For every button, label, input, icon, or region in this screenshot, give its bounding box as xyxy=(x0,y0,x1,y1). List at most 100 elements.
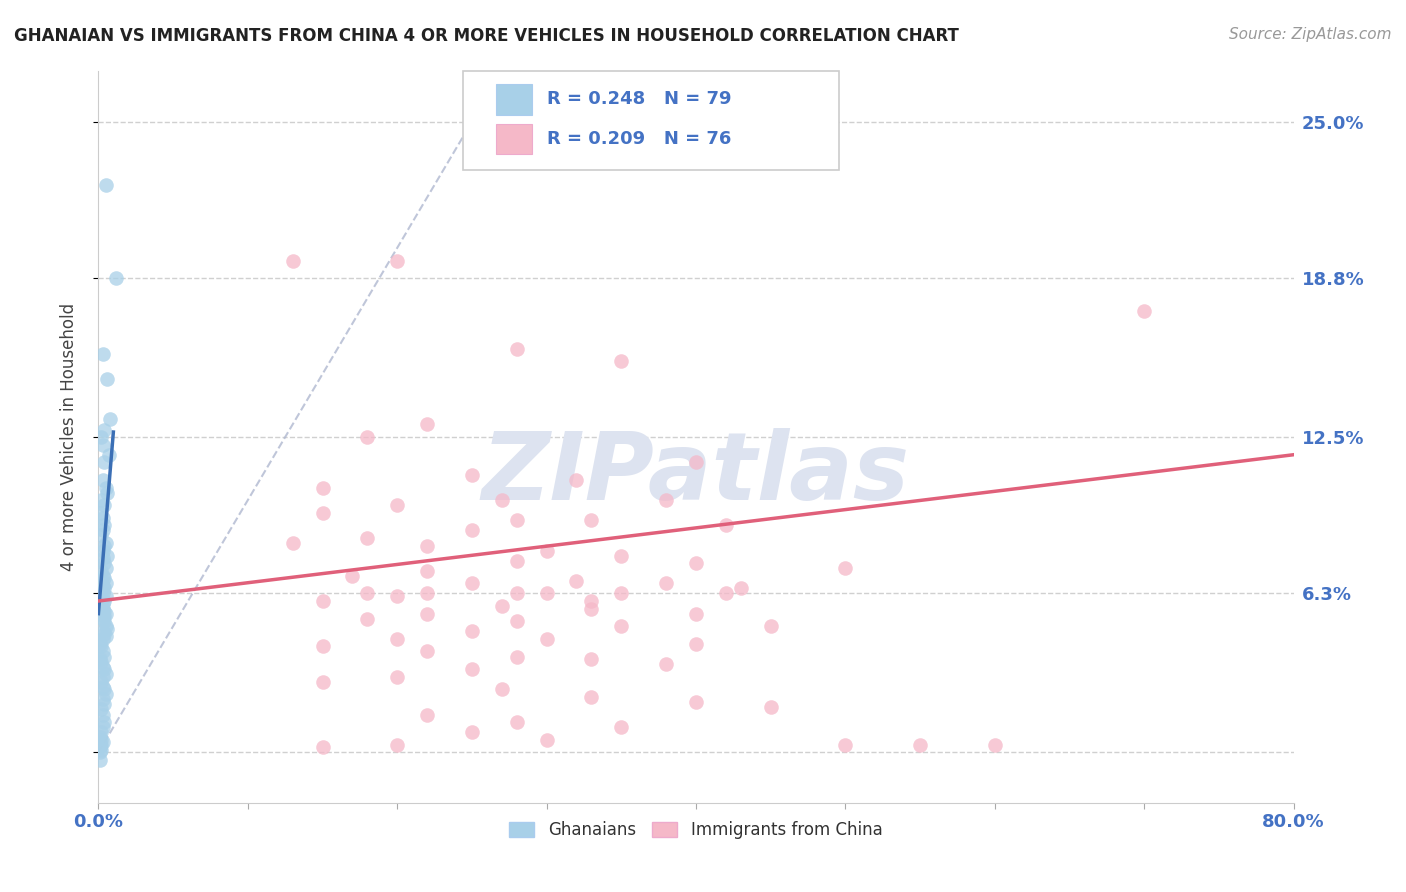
Point xyxy=(94,687,117,701)
Point xyxy=(93,614,115,628)
Point xyxy=(311,640,333,654)
Point xyxy=(89,753,111,767)
Point xyxy=(491,599,513,613)
Point xyxy=(97,448,120,462)
Point xyxy=(610,354,633,368)
Point xyxy=(98,412,122,426)
Point xyxy=(461,662,484,676)
Point xyxy=(89,740,111,755)
Point xyxy=(356,612,378,626)
Point xyxy=(90,725,112,739)
Point xyxy=(416,707,439,722)
Point xyxy=(91,597,114,611)
Point xyxy=(93,649,115,664)
Point xyxy=(93,582,115,596)
Point xyxy=(685,556,707,570)
Point xyxy=(506,554,529,568)
Point xyxy=(93,662,115,676)
Point xyxy=(90,738,112,752)
Point xyxy=(96,372,118,386)
Point xyxy=(90,674,112,689)
Point xyxy=(416,607,439,621)
Point xyxy=(93,609,115,624)
Point xyxy=(506,715,529,730)
Point xyxy=(1133,304,1156,318)
Point xyxy=(93,682,115,697)
Point xyxy=(91,692,114,706)
Point xyxy=(93,594,115,608)
Point xyxy=(581,690,603,704)
Point xyxy=(93,571,115,585)
Point xyxy=(655,493,678,508)
Point xyxy=(91,437,114,451)
Point xyxy=(91,543,114,558)
Point xyxy=(385,589,409,603)
Point xyxy=(93,455,115,469)
Point xyxy=(610,549,633,563)
Point xyxy=(91,551,114,566)
Point xyxy=(94,481,117,495)
Point xyxy=(94,576,117,591)
Point xyxy=(311,481,333,495)
Point xyxy=(536,732,558,747)
Point xyxy=(385,738,409,752)
Point xyxy=(93,423,115,437)
Point xyxy=(91,680,114,694)
Point xyxy=(759,619,782,633)
Point xyxy=(385,632,409,646)
Point xyxy=(91,612,114,626)
Point xyxy=(93,498,115,512)
Point xyxy=(91,670,114,684)
Point xyxy=(89,637,111,651)
Point xyxy=(90,430,112,444)
FancyBboxPatch shape xyxy=(463,71,839,170)
Point xyxy=(91,624,114,639)
Point xyxy=(89,745,111,759)
Point xyxy=(96,622,118,636)
Point xyxy=(90,743,112,757)
Point xyxy=(311,506,333,520)
Point xyxy=(90,493,112,508)
Point xyxy=(506,342,529,356)
Point xyxy=(536,586,558,600)
Point xyxy=(96,549,118,563)
Point xyxy=(93,518,115,533)
Point xyxy=(91,510,114,524)
Point xyxy=(461,725,484,739)
Point xyxy=(385,670,409,684)
Point xyxy=(105,271,128,285)
Point xyxy=(506,586,529,600)
Text: Source: ZipAtlas.com: Source: ZipAtlas.com xyxy=(1229,27,1392,42)
Y-axis label: 4 or more Vehicles in Household: 4 or more Vehicles in Household xyxy=(59,303,77,571)
Point xyxy=(94,667,117,681)
Point xyxy=(94,629,117,643)
Text: R = 0.209   N = 76: R = 0.209 N = 76 xyxy=(547,130,731,148)
Point xyxy=(416,564,439,578)
Point xyxy=(356,430,378,444)
Point xyxy=(610,619,633,633)
Point xyxy=(565,473,588,487)
Point xyxy=(536,543,558,558)
Point xyxy=(91,632,114,646)
Text: ZIPatlas: ZIPatlas xyxy=(482,427,910,520)
Point xyxy=(311,674,333,689)
Point xyxy=(281,253,304,268)
Point xyxy=(90,702,112,716)
Point xyxy=(89,506,111,520)
Point xyxy=(834,561,856,575)
Point xyxy=(90,655,112,669)
Point xyxy=(91,707,114,722)
Point xyxy=(610,720,633,734)
Point xyxy=(581,652,603,666)
Point xyxy=(759,700,782,714)
Point xyxy=(90,640,112,654)
Point xyxy=(356,586,378,600)
Text: R = 0.248   N = 79: R = 0.248 N = 79 xyxy=(547,90,731,109)
Point xyxy=(91,586,114,600)
Point xyxy=(984,738,1007,752)
Point xyxy=(311,740,333,755)
Point xyxy=(506,513,529,527)
Point xyxy=(91,347,114,361)
Point xyxy=(89,730,111,744)
Point xyxy=(91,473,114,487)
